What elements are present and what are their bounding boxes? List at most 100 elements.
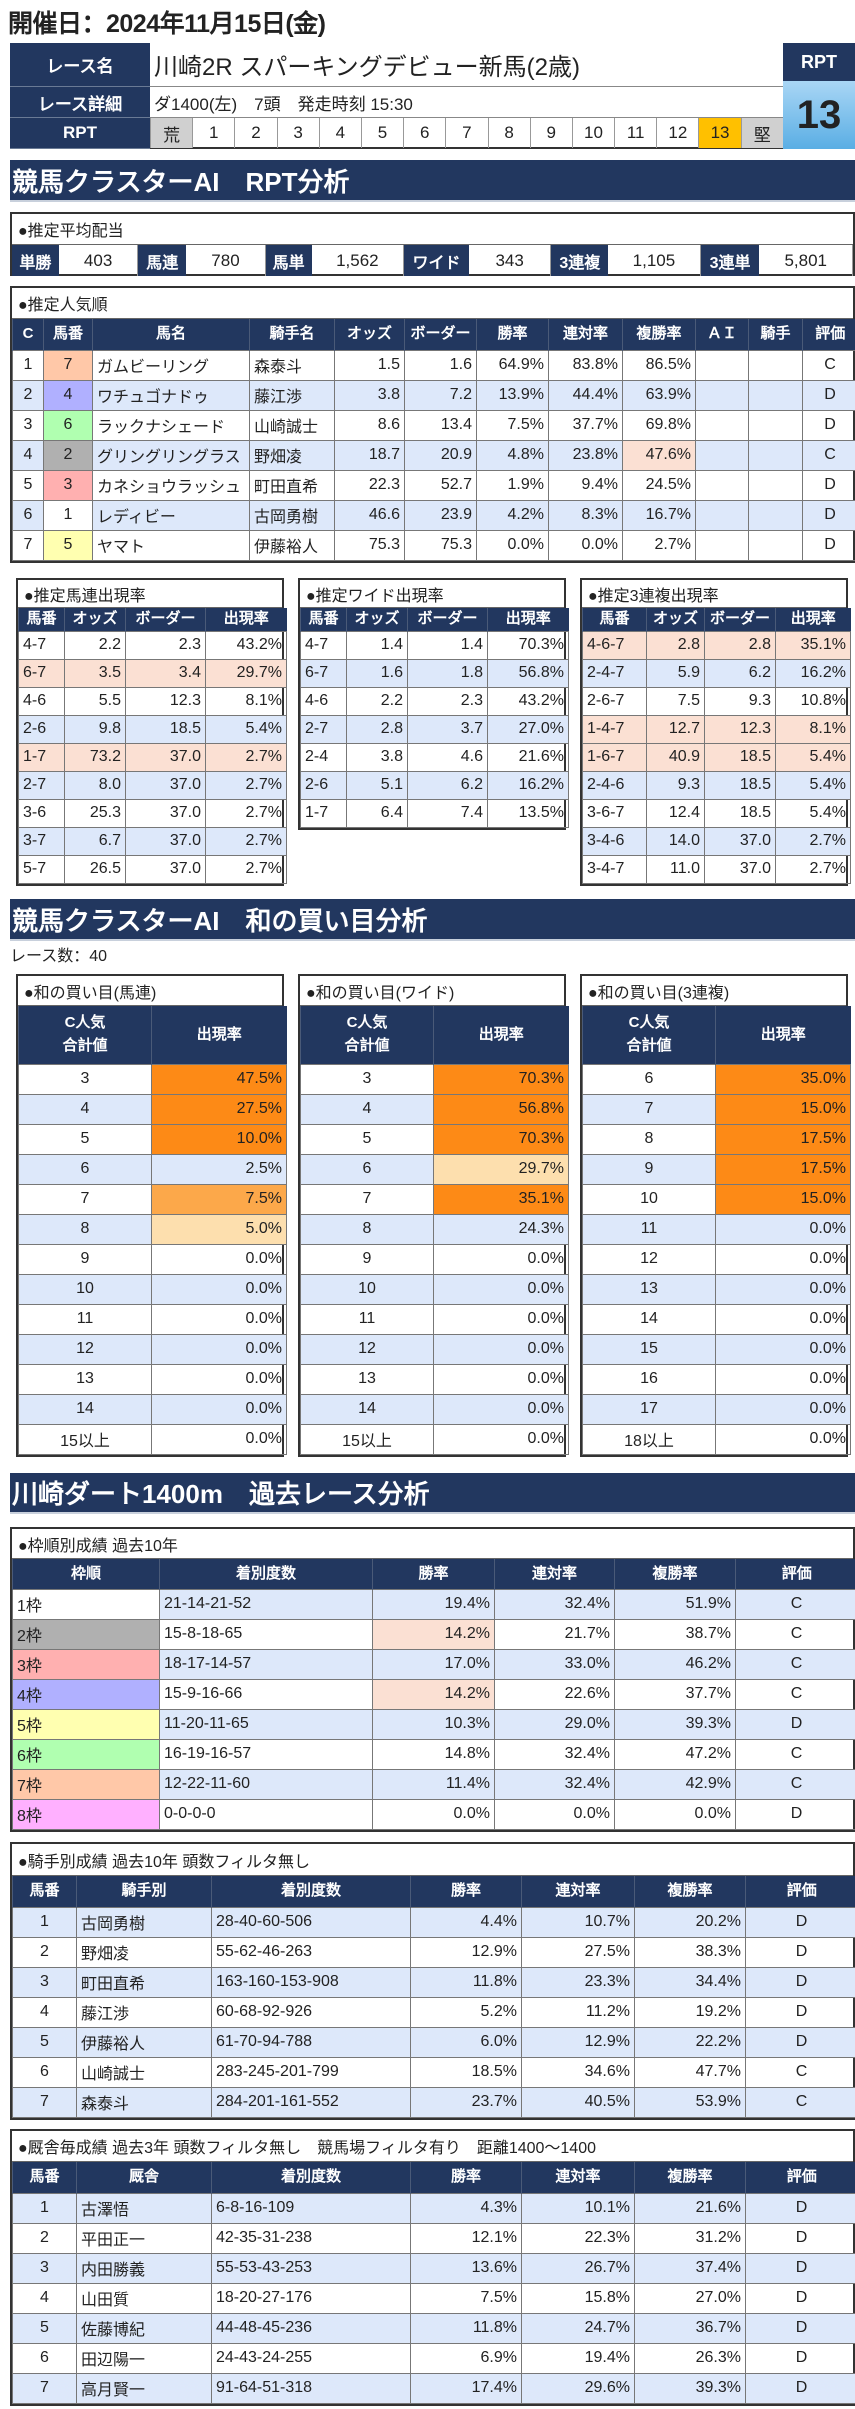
table-cell: 3 (12, 409, 44, 441)
table-cell: 46.6 (334, 499, 405, 531)
table-cell: D (802, 529, 855, 561)
table-cell: 44.4% (548, 379, 623, 411)
table-cell: 0.0% (548, 529, 623, 561)
table-cell: 0.0% (433, 1243, 569, 1275)
payout-label: 3連複 (551, 245, 609, 276)
table-cell: 13 (582, 1273, 716, 1305)
trainer-box: ●厩舎毎成績 過去3年 頭数フィルタ無し 競馬場フィルタ有り 距離1400～14… (10, 2129, 855, 2406)
table-cell: 91-64-51-318 (211, 2372, 411, 2404)
table-row: 3 47.5% (18, 1063, 287, 1095)
table-cell: 6 (12, 499, 44, 531)
table-cell: 野畑凌 (249, 439, 335, 471)
table-row: 9 0.0% (300, 1243, 569, 1275)
table-cell: 12.3 (704, 714, 776, 744)
rpt-badge-title: RPT (783, 43, 855, 81)
table-cell: 284-201-161-552 (211, 2086, 411, 2118)
table-row: 11 0.0% (18, 1303, 287, 1335)
column-header: 騎手名 (249, 319, 335, 350)
table-row: 4枠 15-9-16-66 14.2% 22.6% 37.7% C (12, 1678, 855, 1710)
table-row: 1-4-7 12.7 12.3 8.1% (582, 714, 851, 744)
table-cell: 19.4% (521, 2342, 635, 2374)
table-cell: 0.0% (151, 1243, 287, 1275)
table-cell: D (745, 1906, 855, 1938)
table-cell: 3.8 (346, 742, 408, 772)
table-header-row: 馬番 オッズ ボーダー 出現率 (18, 608, 287, 631)
table-row: 3-7 6.7 37.0 2.7% (18, 826, 287, 856)
race-detail-label: レース詳細 (10, 87, 150, 118)
table-row: 6-7 1.6 1.8 56.8% (300, 658, 569, 688)
table-cell: 2.7% (775, 854, 851, 884)
column-header: 複勝率 (634, 2162, 746, 2193)
table-row: 7枠 12-22-11-60 11.4% 32.4% 42.9% C (12, 1768, 855, 1800)
table-cell: 0.0% (715, 1363, 851, 1395)
table-cell: 5.9 (646, 658, 705, 688)
table-row: 1-7 73.2 37.0 2.7% (18, 742, 287, 772)
table-row: 4-6-7 2.8 2.8 35.1% (582, 630, 851, 660)
column-header: 複勝率 (634, 1876, 746, 1907)
table-cell: 9 (582, 1153, 716, 1185)
table-cell: 29.7% (205, 658, 287, 688)
column-header: オッズ (646, 608, 705, 631)
table-cell: 0.0% (715, 1273, 851, 1305)
table-cell: 2.7% (205, 798, 287, 828)
table-cell: 0.0% (151, 1333, 287, 1365)
table-cell: 3-4-6 (582, 826, 647, 856)
popularity-table: C 馬番 馬名 騎手名 オッズ ボーダー 勝率 連対率 複勝率 ＡＩ 騎手 評価 1 7 ガムビーリング 森泰… (12, 319, 855, 561)
table-cell: 6.9% (410, 2342, 522, 2374)
table-cell: 37.0 (704, 854, 776, 884)
race-detail: ダ1400(左) 7頭 発走時刻 15:30 (150, 87, 783, 118)
table-cell (748, 439, 803, 471)
table-cell: C (735, 1768, 855, 1800)
rpt-scale-cell: 5 (360, 118, 403, 148)
rpt-scale-cell: 10 (571, 118, 614, 148)
table-row: 16 0.0% (582, 1363, 851, 1395)
table-cell: 22.2% (634, 2026, 746, 2058)
table-cell: 35.1% (433, 1183, 569, 1215)
table-cell: 2.7% (205, 770, 287, 800)
table-cell: 古澤悟 (76, 2192, 212, 2224)
table-row: 4 27.5% (18, 1093, 287, 1125)
table-row: 4 藤江渉 60-68-92-926 5.2% 11.2% 19.2% D (12, 1996, 855, 2028)
table-cell: 藤江渉 (249, 379, 335, 411)
table-cell: 32.4% (494, 1588, 615, 1620)
table-cell: 藤江渉 (76, 1996, 212, 2028)
table-cell: 18.5% (410, 2056, 522, 2088)
table-header-row: C人気 合計値 出現率 (582, 1006, 851, 1064)
table-cell: 47.7% (634, 2056, 746, 2088)
table-cell: 0.0% (715, 1333, 851, 1365)
column-header: 評価 (745, 1876, 855, 1907)
race-date-title: 開催日：2024年11月15日(金) (8, 10, 326, 38)
section-header-wa: 競馬クラスターAI 和の買い目分析 (10, 899, 855, 941)
table-cell: 11 (300, 1303, 434, 1335)
table-cell: 283-245-201-799 (211, 2056, 411, 2088)
table-row: 14 0.0% (300, 1393, 569, 1425)
table-cell: 町田直希 (76, 1966, 212, 1998)
table-cell: 21.6% (487, 742, 569, 772)
table-cell: 16 (582, 1363, 716, 1395)
table-cell: C (745, 2086, 855, 2118)
table-cell (695, 349, 749, 381)
table-cell: 13 (18, 1363, 152, 1395)
table-cell: 70.3% (433, 1063, 569, 1095)
table-cell: C (802, 349, 855, 381)
trainer-table: 馬番 厩舎 着別度数 勝率 連対率 複勝率 評価 1 古澤悟 6-8-16-109 4.3% 10.1… (12, 2162, 855, 2404)
table-cell: 0.0% (433, 1333, 569, 1365)
table-row: 3 70.3% (300, 1063, 569, 1095)
sanrenpuku-title: ●推定3連複出現率 (582, 580, 846, 608)
table-cell: 4-7 (18, 630, 65, 660)
table-cell: 0.0% (715, 1393, 851, 1425)
table-cell (748, 409, 803, 441)
payout-box: ●推定平均配当 単勝 403 馬連 780 馬単 1,562 ワイド 343 3連複 1,105 3… (10, 212, 855, 276)
table-cell: 2.8 (646, 630, 705, 660)
table-row: 7 高月賢一 91-64-51-318 17.4% 29.6% 39.3% D (12, 2372, 855, 2404)
table-cell: 1-6-7 (582, 742, 647, 772)
table-row: 10 0.0% (300, 1273, 569, 1305)
table-row: 11 0.0% (300, 1303, 569, 1335)
table-cell: 2 (12, 2222, 77, 2254)
table-cell: 16-19-16-57 (159, 1738, 373, 1770)
table-cell: 1.4 (407, 630, 488, 660)
column-header: ボーダー (407, 608, 488, 631)
table-cell: 4 (12, 439, 44, 471)
table-header-row: 馬番 オッズ ボーダー 出現率 (300, 608, 569, 631)
rpt-scale-cell: 11 (614, 118, 656, 148)
